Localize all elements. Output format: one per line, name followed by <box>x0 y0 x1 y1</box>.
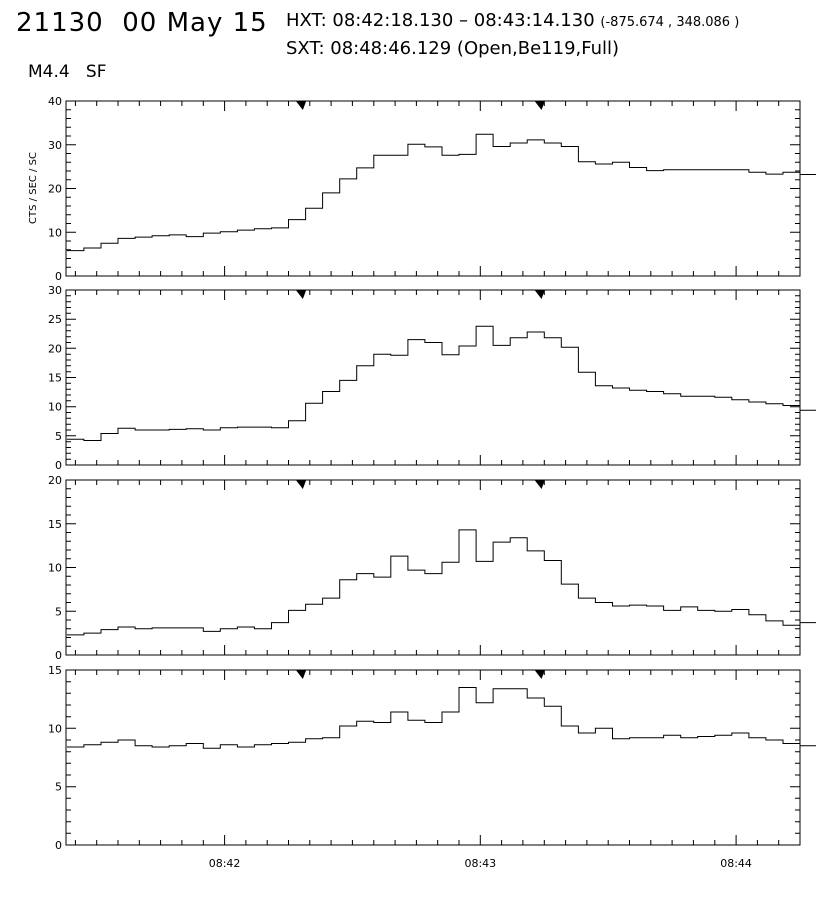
panel-3-light-curve <box>66 529 816 636</box>
panel-1-y-tick-label: 0 <box>55 270 62 283</box>
x-tick-label: 08:42 <box>209 857 241 870</box>
goes-class: M4.4 <box>28 62 70 82</box>
panel-3-y-ticks <box>66 479 800 656</box>
panel-4-y-tick-label: 10 <box>48 722 62 735</box>
panel-2-y-ticks <box>66 289 800 466</box>
sxt-label: SXT: <box>286 38 325 59</box>
panel-2-light-curve <box>66 325 816 441</box>
panel-1-hxt-marker-2 <box>534 101 545 110</box>
panel-2-x-ticks <box>74 290 801 465</box>
panel-3-frame <box>65 479 801 656</box>
panel-1-light-curve <box>66 133 816 252</box>
panel-2-y-tick-label: 15 <box>48 372 62 385</box>
panel-3-y-tick-label: 15 <box>48 518 62 531</box>
panel-4-y-tick-label: 5 <box>55 781 62 794</box>
hxt-line: HXT: 08:42:18.130 – 08:43:14.130 (-875.6… <box>286 10 739 31</box>
panel-4-hxt-marker-1 <box>295 670 306 679</box>
flare-class-line: M4.4 SF <box>28 62 107 82</box>
flare-flag: SF <box>85 62 107 82</box>
panel-1-y-ticks <box>66 100 800 277</box>
panel-1-hxt-marker-1 <box>295 101 306 110</box>
panel-4-y-tick-label: 0 <box>55 839 62 852</box>
hxt-range: 08:42:18.130 – 08:43:14.130 <box>332 10 595 31</box>
panel-3-y-tick-label: 20 <box>48 474 62 487</box>
panel-2-frame <box>65 289 801 466</box>
sxt-line: SXT: 08:48:46.129 (Open,Be119,Full) <box>286 38 619 59</box>
event-title: 21130 00 May 15 <box>16 8 268 38</box>
x-tick-label: 08:44 <box>720 857 752 870</box>
panel-4-hxt-marker-2 <box>534 670 545 679</box>
panel-2-y-tick-label: 10 <box>48 401 62 414</box>
panel-4-y-ticks <box>66 669 800 846</box>
panel-3-x-ticks <box>74 480 801 655</box>
y-axis-label: CTS / SEC / SC <box>28 152 39 224</box>
panel-1-frame <box>65 100 801 277</box>
panel-2-y-tick-label: 20 <box>48 342 62 355</box>
panel-4-frame <box>65 669 801 846</box>
event-number: 21130 <box>16 8 104 38</box>
panel-1-y-tick-label: 20 <box>48 183 62 196</box>
panel-1-x-ticks <box>74 101 801 276</box>
panel-1-y-tick-label: 30 <box>48 139 62 152</box>
panel-2-y-tick-label: 0 <box>55 459 62 472</box>
sxt-time: 08:48:46.129 <box>330 38 452 59</box>
hxt-label: HXT: <box>286 10 327 31</box>
panel-3-y-tick-label: 5 <box>55 605 62 618</box>
panel-2-y-tick-label: 30 <box>48 284 62 297</box>
panel-1-y-tick-label: 10 <box>48 226 62 239</box>
sxt-config: (Open,Be119,Full) <box>456 38 620 59</box>
panel-4-x-ticks <box>74 670 801 845</box>
event-date: 00 May 15 <box>122 8 268 38</box>
panel-2-y-tick-label: 25 <box>48 313 62 326</box>
panel-4-light-curve <box>66 687 816 749</box>
panel-2-hxt-marker-1 <box>295 290 306 299</box>
panel-3-hxt-marker-1 <box>295 480 306 489</box>
panel-3-y-tick-label: 10 <box>48 562 62 575</box>
panel-4-y-tick-label: 15 <box>48 664 62 677</box>
flare-coordinates: (-875.674 , 348.086 ) <box>600 15 740 30</box>
panel-3-y-tick-label: 0 <box>55 649 62 662</box>
panel-2-hxt-marker-2 <box>534 290 545 299</box>
panel-3-hxt-marker-2 <box>534 480 545 489</box>
x-tick-label: 08:43 <box>464 857 496 870</box>
panel-2-y-tick-label: 5 <box>55 430 62 443</box>
panel-1-y-tick-label: 40 <box>48 95 62 108</box>
